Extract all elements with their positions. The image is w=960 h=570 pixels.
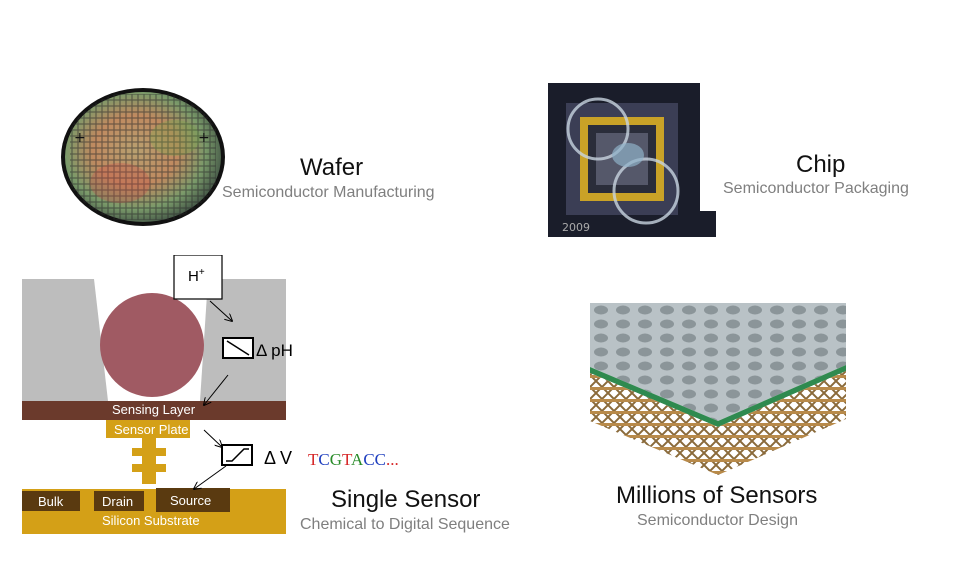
- substrate-label: Silicon Substrate: [102, 513, 200, 528]
- sensor-subtitle: Chemical to Digital Sequence: [300, 516, 510, 533]
- array-title: Millions of Sensors: [616, 482, 818, 509]
- bulk-label: Bulk: [38, 494, 64, 509]
- delta-v-label: Δ V: [264, 448, 293, 468]
- chip-image: 2009: [548, 83, 716, 237]
- sequence-letter: T: [308, 450, 319, 469]
- sensor-title: Single Sensor: [331, 486, 481, 513]
- sensing-layer: [22, 401, 286, 420]
- well-wall-left: [22, 279, 108, 401]
- sensor-array-image: [590, 303, 846, 475]
- svg-text:+: +: [198, 130, 210, 146]
- chip-title: Chip: [796, 151, 846, 178]
- wafer-title: Wafer: [300, 154, 364, 181]
- sequence-letter: C: [363, 450, 375, 469]
- sensor-plate: [106, 420, 190, 438]
- sequence-letter: G: [329, 450, 343, 469]
- ion-box: [173, 255, 223, 300]
- sensor-plate-label: Sensor Plate: [114, 422, 189, 437]
- wafer-image: + +: [61, 88, 225, 226]
- wafer-subtitle: Semiconductor Manufacturing: [222, 184, 435, 201]
- sequence-letter: ...: [386, 450, 399, 469]
- svg-text:+: +: [74, 130, 86, 146]
- chip-subtitle: Semiconductor Packaging: [723, 180, 909, 197]
- sequence-letter: C: [318, 450, 330, 469]
- drain-region: [94, 491, 144, 511]
- drain-label: Drain: [102, 494, 134, 509]
- bulk-region: [22, 491, 80, 511]
- sequence-letter: T: [342, 450, 352, 469]
- sensor-diagram: [22, 255, 286, 534]
- bead: [100, 293, 204, 397]
- array-subtitle: Semiconductor Design: [637, 512, 798, 529]
- chip-etched-text: 2009: [562, 221, 590, 234]
- delta-ph-label: Δ pH: [256, 341, 293, 360]
- sequence-letter: C: [374, 450, 387, 469]
- sensing-layer-label: Sensing Layer: [112, 402, 196, 417]
- source-label: Source: [170, 493, 212, 508]
- dna-sequence: TCGTACC...: [308, 450, 399, 470]
- sequence-letter: A: [351, 450, 364, 469]
- source-region: [156, 488, 230, 512]
- ion-label: H+: [188, 267, 205, 285]
